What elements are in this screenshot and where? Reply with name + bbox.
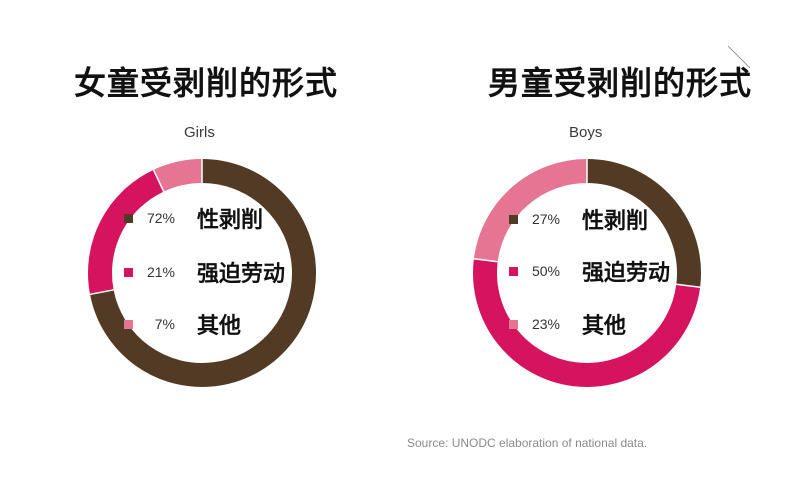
donut-chart	[472, 158, 702, 387]
legend-label: 性剥削	[197, 208, 264, 233]
legend-swatch	[509, 214, 518, 224]
slice-separator	[675, 283, 702, 289]
donut-slice-3	[473, 159, 588, 263]
donut-slice-1	[90, 159, 316, 387]
legend-value: 27%	[531, 211, 560, 227]
legend-swatch	[124, 319, 133, 329]
legend-label: 其他	[582, 314, 627, 339]
legend-item: 21% 强迫劳动	[124, 261, 285, 287]
legend-value: 50%	[531, 263, 560, 279]
legend-item: 23% 其他	[509, 313, 626, 339]
donut-slice-2	[473, 258, 701, 387]
legend-value: 7%	[154, 316, 175, 332]
legend-item: 7% 其他	[124, 313, 241, 339]
legend-label: 强迫劳动	[197, 262, 286, 287]
legend-label: 性剥削	[582, 209, 649, 234]
legend-label: 强迫劳动	[582, 261, 671, 286]
legend-label: 其他	[197, 314, 242, 339]
chart-label: Girls	[184, 124, 215, 141]
donut-chart	[88, 158, 316, 387]
chart-title: 女童受剥削的形式	[74, 64, 339, 102]
chart-label: Boys	[569, 124, 603, 141]
legend-item: 27% 性剥削	[509, 208, 648, 234]
slice-separator	[152, 168, 165, 193]
legend-value: 23%	[531, 316, 560, 332]
legend-item: 72% 性剥削	[124, 207, 263, 233]
legend-value: 72%	[146, 210, 175, 226]
legend-swatch	[124, 213, 133, 223]
legend-item: 50% 强迫劳动	[509, 260, 670, 286]
source-note: Source: UNODC elaboration of national da…	[407, 436, 648, 450]
donut-slice-1	[586, 159, 701, 288]
legend-value: 21%	[146, 264, 175, 280]
legend-swatch	[509, 319, 518, 329]
chart-title: 男童受剥削的形式	[488, 64, 753, 102]
chart-panel-girls: 女童受剥削的形式 Girls 72% 性剥削 21% 强迫劳动 7% 其他	[0, 0, 400, 430]
legend-swatch	[509, 266, 518, 276]
chart-panel-boys: 男童受剥削的形式 Boys 27% 性剥削 50% 强迫劳动 23% 其他	[400, 0, 800, 430]
slice-separator	[472, 257, 499, 263]
decorative-line	[728, 46, 750, 68]
donut-slice-3	[153, 159, 203, 192]
donut-slice-2	[88, 169, 165, 295]
slice-separator	[88, 288, 115, 296]
legend-swatch	[124, 267, 133, 277]
